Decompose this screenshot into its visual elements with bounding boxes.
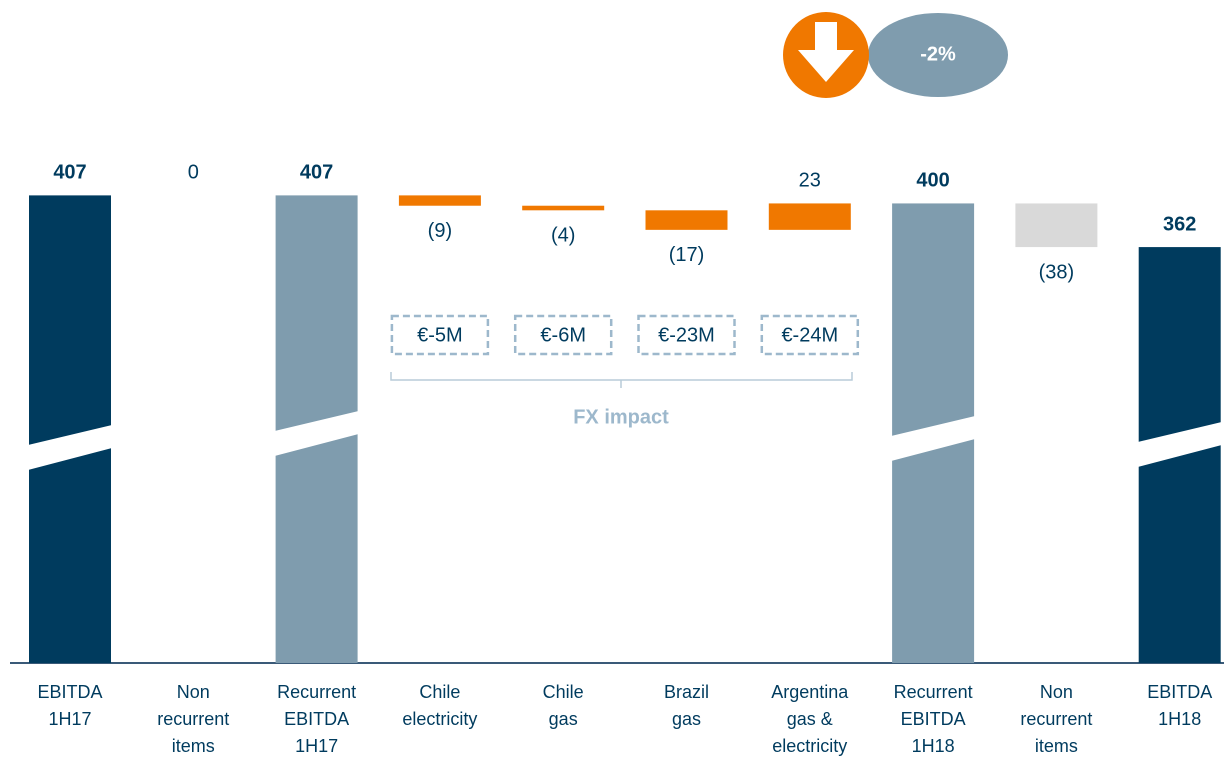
x-tick-label: electricity (772, 736, 847, 756)
fx-box (390, 314, 490, 356)
x-tick-label: Chile (419, 682, 460, 702)
x-tick-label: gas (672, 709, 701, 729)
bar (768, 203, 851, 230)
x-tick-label: items (1035, 736, 1078, 756)
x-tick-label: Argentina (771, 682, 849, 702)
value-label: 400 (916, 170, 949, 192)
value-label: (17) (669, 244, 705, 266)
x-tick-label: Brazil (664, 682, 709, 702)
bar (645, 210, 728, 230)
value-label: 23 (799, 170, 821, 192)
x-tick-label: Non (1040, 682, 1073, 702)
value-label: 362 (1163, 213, 1196, 235)
fx-box (760, 314, 860, 356)
x-tick-label: Chile (543, 682, 584, 702)
x-tick-label: recurrent (157, 709, 229, 729)
x-tick-label: EBITDA (901, 709, 966, 729)
x-tick-label: Recurrent (894, 682, 973, 702)
x-tick-label: Recurrent (277, 682, 356, 702)
x-tick-label: Non (177, 682, 210, 702)
value-label: (38) (1039, 261, 1075, 283)
x-tick-label: EBITDA (37, 682, 102, 702)
value-label: (4) (551, 225, 575, 247)
fx-box (637, 314, 736, 356)
axis-break (1137, 422, 1222, 467)
down-arrow (798, 22, 854, 82)
x-tick-label: gas (549, 709, 578, 729)
fx-box (513, 314, 613, 356)
fx-bracket (390, 372, 853, 388)
fx-label: €-23M (658, 324, 715, 346)
x-tick-label: recurrent (1020, 709, 1092, 729)
x-tick-label: 1H18 (1158, 709, 1201, 729)
fx-caption: FX impact (573, 406, 669, 428)
axis-break (28, 425, 112, 470)
x-tick-label: EBITDA (284, 709, 349, 729)
x-tick-label: 1H17 (295, 736, 338, 756)
bar (522, 205, 605, 211)
value-label: (9) (428, 220, 452, 242)
bar (398, 195, 481, 206)
value-label: 407 (300, 162, 333, 184)
x-tick-label: 1H17 (48, 709, 91, 729)
fx-label: €-6M (540, 324, 586, 346)
bar (1015, 203, 1098, 248)
x-tick-label: items (172, 736, 215, 756)
x-tick-label: 1H18 (912, 736, 955, 756)
badge-text: -2% (920, 43, 956, 65)
value-label: 0 (188, 162, 199, 184)
x-tick-label: gas & (787, 709, 833, 729)
fx-label: €-24M (781, 324, 838, 346)
x-tick-label: electricity (402, 709, 477, 729)
value-label: 407 (53, 162, 86, 184)
axis-break (274, 411, 359, 456)
axis-break (891, 416, 976, 461)
x-tick-label: EBITDA (1147, 682, 1212, 702)
fx-label: €-5M (417, 324, 463, 346)
badge-ellipse (868, 13, 1008, 97)
